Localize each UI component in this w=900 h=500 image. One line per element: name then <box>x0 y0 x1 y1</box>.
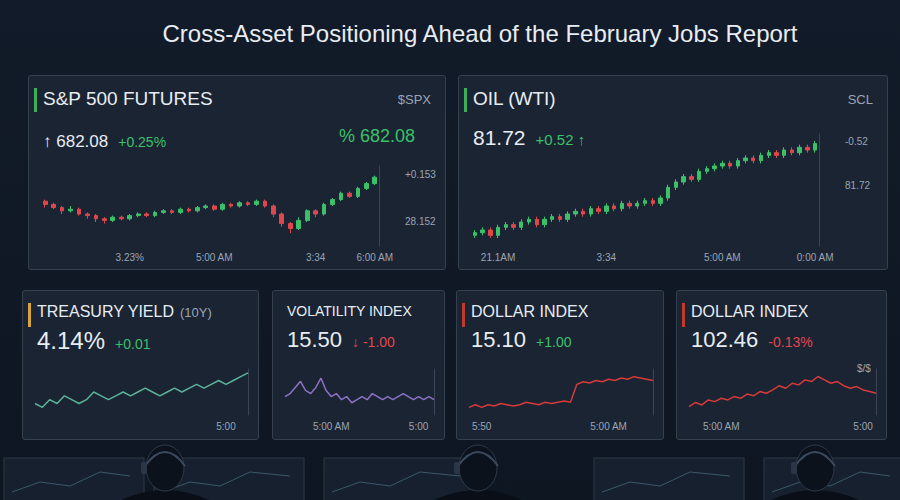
html-text:-0.13%: -0.13% <box>768 334 813 350</box>
html-text:+0.25%: +0.25% <box>118 134 167 150</box>
html-text:28.152: 28.152 <box>405 216 436 227</box>
html-text:Cross-Asset Positioning Ahead: Cross-Asset Positioning Ahead of the Feb… <box>162 20 798 47</box>
html-text:S&P 500 FUTURES: S&P 500 FUTURES <box>43 88 213 109</box>
svg-text:5:00: 5:00 <box>216 421 236 432</box>
svg-text:5:00 AM: 5:00 AM <box>313 421 350 432</box>
html-text:15.10: 15.10 <box>471 327 527 352</box>
html-text:+0.52 ↑: +0.52 ↑ <box>535 131 586 148</box>
svg-text:6:00 AM: 6:00 AM <box>356 252 393 263</box>
svg-text:5:00: 5:00 <box>853 421 873 432</box>
html-text:% 682.08: % 682.08 <box>338 126 415 146</box>
html-text:102.46: 102.46 <box>691 327 759 352</box>
svg-text:3.23%: 3.23% <box>116 252 144 263</box>
html-text:↓ -1.00: ↓ -1.00 <box>352 334 395 350</box>
html-text:TREASURY YIELD: TREASURY YIELD <box>37 303 174 320</box>
html-text:+0.153: +0.153 <box>405 169 436 180</box>
html-text:SCL: SCL <box>847 92 873 107</box>
svg-text:5:00 AM: 5:00 AM <box>590 421 627 432</box>
svg-text:5:00 AM: 5:00 AM <box>704 252 741 263</box>
html-text:$SPX: $SPX <box>397 92 431 107</box>
svg-text:5:00 AM: 5:00 AM <box>196 252 233 263</box>
svg-text:3:34: 3:34 <box>597 252 617 263</box>
html-text:+1.00: +1.00 <box>536 334 572 350</box>
html-text:15.50: 15.50 <box>287 327 343 352</box>
html-text:81.72: 81.72 <box>845 180 870 191</box>
svg-text:21.1AM: 21.1AM <box>481 252 515 263</box>
html-text:4.14% +0.01: 4.14% +0.01 <box>37 327 151 354</box>
html-text:(10Y): (10Y) <box>180 305 212 320</box>
html-text:DOLLAR INDEX: DOLLAR INDEX <box>471 303 589 320</box>
svg-text:5:00: 5:00 <box>409 421 429 432</box>
svg-text:5:00 AM: 5:00 AM <box>703 421 740 432</box>
html-text:-0.52: -0.52 <box>845 136 868 147</box>
svg-text:3:34: 3:34 <box>306 252 326 263</box>
html-text:81.72: 81.72 <box>473 126 526 149</box>
html-text:OIL (WTI): OIL (WTI) <box>473 88 556 109</box>
svg-text:0:00 AM: 0:00 AM <box>797 252 834 263</box>
html-text:↑ 682.08: ↑ 682.08 <box>43 132 109 151</box>
html-text:VOLATILITY INDEX: VOLATILITY INDEX <box>287 303 412 319</box>
svg-text:5:50: 5:50 <box>472 421 492 432</box>
html-text:DOLLAR INDEX: DOLLAR INDEX <box>691 303 809 320</box>
